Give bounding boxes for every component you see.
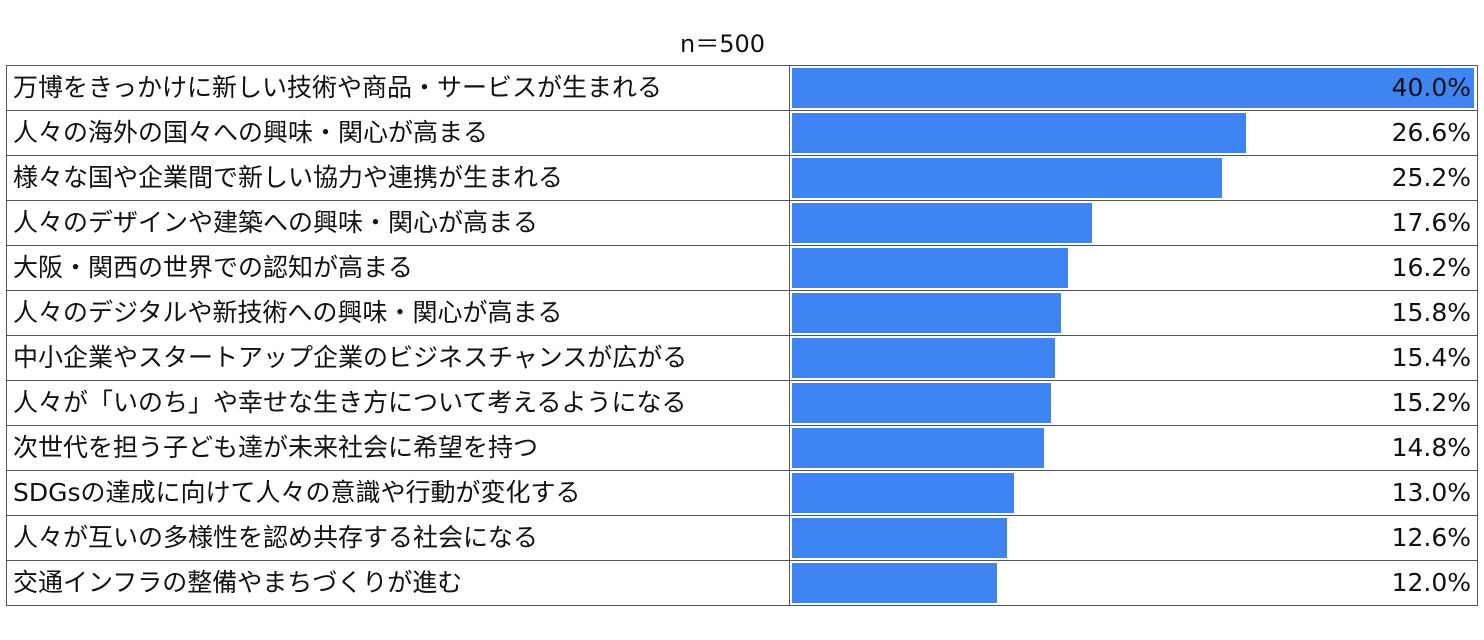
bar-cell: 17.6% <box>788 200 1479 246</box>
bar-value-label: 16.2% <box>1391 253 1471 282</box>
bar-value-label: 25.2% <box>1391 163 1471 192</box>
category-label: 万博をきっかけに新しい技術や商品・サービスが生まれる <box>13 73 663 102</box>
category-label: 人々が「いのち」や幸せな生き方について考えるようになる <box>13 388 687 417</box>
category-cell: 人々のデザインや建築への興味・関心が高まる <box>6 200 790 246</box>
chart-row: 人々の海外の国々への興味・関心が高まる 26.6% <box>6 110 1479 156</box>
category-label: 交通インフラの整備やまちづくりが進む <box>13 568 463 597</box>
bar-cell: 14.8% <box>788 425 1479 471</box>
bar-track: 12.6% <box>790 516 1477 560</box>
bar <box>791 428 1044 468</box>
bar-track: 13.0% <box>790 471 1477 515</box>
bar-cell: 25.2% <box>788 155 1479 201</box>
bar-chart-table: 万博をきっかけに新しい技術や商品・サービスが生まれる 40.0% 人々の海外の国々へ… <box>6 65 1479 606</box>
bar-cell: 12.6% <box>788 515 1479 561</box>
category-label: 人々のデジタルや新技術への興味・関心が高まる <box>13 298 563 327</box>
bar-cell: 13.0% <box>788 470 1479 516</box>
chart-row: 人々のデジタルや新技術への興味・関心が高まる 15.8% <box>6 290 1479 336</box>
bar <box>791 68 1474 108</box>
chart-row: 中小企業やスタートアップ企業のビジネスチャンスが広がる 15.4% <box>6 335 1479 381</box>
bar-track: 40.0% <box>790 66 1477 110</box>
bar-track: 14.8% <box>790 426 1477 470</box>
bar-cell: 26.6% <box>788 110 1479 156</box>
bar-value-label: 12.6% <box>1391 523 1471 552</box>
bar-chart-body: 万博をきっかけに新しい技術や商品・サービスが生まれる 40.0% 人々の海外の国々へ… <box>6 65 1479 606</box>
sample-size-label: n＝500 <box>680 30 766 58</box>
chart-row: 万博をきっかけに新しい技術や商品・サービスが生まれる 40.0% <box>6 65 1479 111</box>
bar-value-label: 40.0% <box>1391 73 1471 102</box>
bar <box>791 113 1246 153</box>
bar-value-label: 15.2% <box>1391 388 1471 417</box>
category-cell: 人々の海外の国々への興味・関心が高まる <box>6 110 790 156</box>
bar-track: 15.8% <box>790 291 1477 335</box>
bar <box>791 158 1222 198</box>
chart-row: SDGsの達成に向けて人々の意識や行動が変化する 13.0% <box>6 470 1479 516</box>
bar <box>791 203 1092 243</box>
bar-track: 17.6% <box>790 201 1477 245</box>
category-label: 人々が互いの多様性を認め共存する社会になる <box>13 523 539 552</box>
category-label: 様々な国や企業間で新しい協力や連携が生まれる <box>13 163 564 192</box>
category-cell: 中小企業やスタートアップ企業のビジネスチャンスが広がる <box>6 335 790 381</box>
chart-row: 大阪・関西の世界での認知が高まる 16.2% <box>6 245 1479 291</box>
chart-row: 人々のデザインや建築への興味・関心が高まる 17.6% <box>6 200 1479 246</box>
bar-track: 26.6% <box>790 111 1477 155</box>
bar <box>791 563 997 603</box>
bar <box>791 248 1068 288</box>
bar-value-label: 15.8% <box>1391 298 1471 327</box>
bar-value-label: 12.0% <box>1391 568 1471 597</box>
bar <box>791 518 1007 558</box>
bar-cell: 40.0% <box>788 65 1479 111</box>
category-cell: 人々のデジタルや新技術への興味・関心が高まる <box>6 290 790 336</box>
bar-track: 15.2% <box>790 381 1477 425</box>
category-cell: 様々な国や企業間で新しい協力や連携が生まれる <box>6 155 790 201</box>
category-label: SDGsの達成に向けて人々の意識や行動が変化する <box>13 478 581 507</box>
category-cell: 次世代を担う子ども達が未来社会に希望を持つ <box>6 425 790 471</box>
category-label: 大阪・関西の世界での認知が高まる <box>13 253 414 282</box>
chart-row: 人々が互いの多様性を認め共存する社会になる 12.6% <box>6 515 1479 561</box>
bar <box>791 338 1055 378</box>
chart-row: 次世代を担う子ども達が未来社会に希望を持つ 14.8% <box>6 425 1479 471</box>
category-cell: 万博をきっかけに新しい技術や商品・サービスが生まれる <box>6 65 790 111</box>
category-label: 人々の海外の国々への興味・関心が高まる <box>13 118 489 147</box>
category-cell: 人々が互いの多様性を認め共存する社会になる <box>6 515 790 561</box>
bar-track: 16.2% <box>790 246 1477 290</box>
bar-value-label: 13.0% <box>1391 478 1471 507</box>
bar-value-label: 17.6% <box>1391 208 1471 237</box>
bar-track: 15.4% <box>790 336 1477 380</box>
category-cell: 大阪・関西の世界での認知が高まる <box>6 245 790 291</box>
category-cell: SDGsの達成に向けて人々の意識や行動が変化する <box>6 470 790 516</box>
bar-value-label: 15.4% <box>1391 343 1471 372</box>
category-cell: 交通インフラの整備やまちづくりが進む <box>6 560 790 606</box>
bar-cell: 12.0% <box>788 560 1479 606</box>
bar-value-label: 14.8% <box>1391 433 1471 462</box>
bar-cell: 15.8% <box>788 290 1479 336</box>
bar-cell: 15.4% <box>788 335 1479 381</box>
bar <box>791 293 1061 333</box>
bar-cell: 15.2% <box>788 380 1479 426</box>
chart-row: 様々な国や企業間で新しい協力や連携が生まれる 25.2% <box>6 155 1479 201</box>
bar-cell: 16.2% <box>788 245 1479 291</box>
bar-value-label: 26.6% <box>1391 118 1471 147</box>
category-cell: 人々が「いのち」や幸せな生き方について考えるようになる <box>6 380 790 426</box>
category-label: 人々のデザインや建築への興味・関心が高まる <box>13 208 539 237</box>
category-label: 次世代を担う子ども達が未来社会に希望を持つ <box>13 433 539 462</box>
category-label: 中小企業やスタートアップ企業のビジネスチャンスが広がる <box>13 343 688 372</box>
bar-track: 25.2% <box>790 156 1477 200</box>
chart-row: 人々が「いのち」や幸せな生き方について考えるようになる 15.2% <box>6 380 1479 426</box>
bar-track: 12.0% <box>790 561 1477 605</box>
bar <box>791 473 1014 513</box>
bar <box>791 383 1051 423</box>
chart-row: 交通インフラの整備やまちづくりが進む 12.0% <box>6 560 1479 606</box>
